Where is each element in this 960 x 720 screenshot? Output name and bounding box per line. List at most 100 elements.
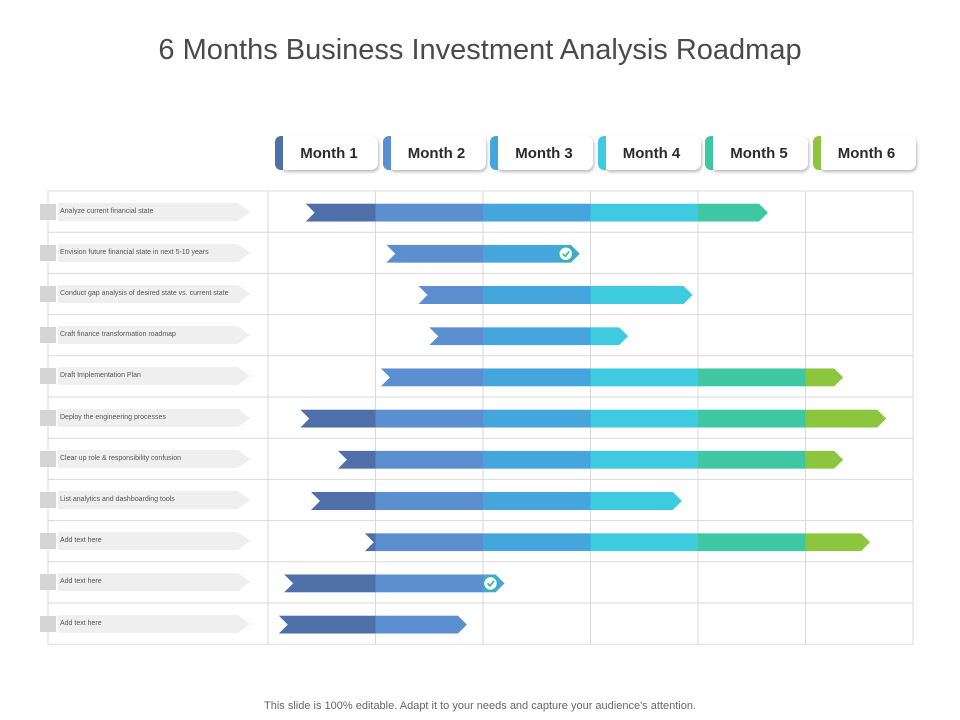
task-bar-segment [386, 244, 483, 263]
task-bar-1 [305, 203, 768, 222]
task-bar-segment [483, 450, 591, 469]
task-bar-segment [590, 286, 693, 304]
task-marker-square [40, 574, 56, 591]
task-bar-segment [337, 450, 376, 469]
task-marker-square [40, 409, 56, 426]
task-bar-segment [590, 492, 682, 510]
task-label-text: Clear up role & responsibility confusion [58, 449, 238, 468]
task-marker-square [40, 450, 56, 467]
task-bar-segment [278, 615, 376, 634]
task-row-label-3: Conduct gap analysis of desired state vs… [40, 284, 260, 304]
task-marker-square [40, 615, 56, 632]
task-bar-segment [311, 492, 376, 510]
task-row-label-4: Craft finance transformation roadmap [40, 325, 260, 345]
task-bar-segment [698, 368, 806, 387]
task-marker-square [40, 286, 56, 302]
month-tab-2: Month 2 [382, 136, 486, 170]
task-bar-segment [375, 533, 483, 552]
task-bar-segment [375, 409, 483, 428]
task-label-text: Analyze current financial state [58, 202, 238, 221]
task-bar-segment [590, 409, 698, 428]
task-bar-8 [311, 492, 682, 510]
task-label-text: Craft finance transformation roadmap [58, 326, 238, 345]
task-label-text: List analytics and dashboarding tools [58, 491, 238, 509]
milestone-check-icon [558, 246, 574, 262]
task-marker-square [40, 327, 56, 344]
task-bar-10 [284, 574, 505, 593]
task-bar-segment [805, 409, 887, 428]
task-marker-square [40, 492, 56, 508]
task-label-arrow [238, 532, 250, 551]
task-bar-segment [805, 450, 844, 469]
task-bar-segment [483, 286, 591, 304]
task-marker-square [40, 368, 56, 385]
task-label-text: Deploy the engineering processes [58, 408, 238, 427]
task-bar-segment [418, 286, 483, 304]
task-bar-segment [305, 203, 376, 222]
task-bar-segment [375, 450, 483, 469]
task-row-label-5: Draft Implementation Plan [40, 366, 260, 386]
task-bar-segment [483, 203, 591, 222]
task-row-label-6: Deploy the engineering processes [40, 408, 260, 428]
task-bar-9 [364, 533, 870, 552]
task-bar-segment [483, 533, 591, 552]
task-label-text: Envision future financial state in next … [58, 243, 238, 262]
task-bar-segment [375, 574, 483, 593]
task-label-arrow [238, 367, 250, 386]
task-bar-segment [805, 533, 870, 552]
task-bar-segment [483, 409, 591, 428]
month-tab-3: Month 3 [490, 136, 593, 170]
task-bar-segment [375, 203, 483, 222]
task-row-label-2: Envision future financial state in next … [40, 243, 260, 263]
task-bar-segment [375, 492, 483, 510]
task-row-label-7: Clear up role & responsibility confusion [40, 449, 260, 469]
task-bar-segment [590, 203, 698, 222]
month-tab-4: Month 4 [597, 136, 701, 170]
task-bar-2 [386, 244, 580, 263]
task-bar-segment [364, 533, 376, 552]
month-tab-6: Month 6 [812, 136, 916, 170]
task-row-label-8: List analytics and dashboarding tools [40, 490, 260, 510]
task-bar-segment [483, 327, 591, 346]
task-bar-segment [590, 533, 698, 552]
task-bar-segment [483, 492, 591, 510]
task-bar-4 [429, 327, 629, 346]
month-tab-5: Month 5 [705, 136, 808, 170]
task-bar-segment [590, 450, 698, 469]
task-bar-5 [380, 368, 844, 387]
task-bar-3 [418, 286, 693, 304]
task-label-arrow [238, 449, 250, 468]
task-label-arrow [238, 202, 250, 221]
task-label-arrow [238, 243, 250, 262]
task-bar-segment [380, 368, 483, 387]
task-row-label-11: Add text here [40, 614, 260, 634]
task-bar-6 [300, 409, 887, 428]
task-bar-segment [698, 409, 806, 428]
task-label-arrow [238, 491, 250, 509]
task-label-arrow [238, 285, 250, 303]
milestone-check-icon [482, 575, 499, 592]
task-marker-square [40, 244, 56, 261]
task-bar-segment [590, 368, 698, 387]
task-bar-segment [698, 533, 806, 552]
task-row-label-10: Add text here [40, 572, 260, 592]
task-bar-7 [337, 450, 844, 469]
task-bar-segment [284, 574, 376, 593]
task-label-arrow [238, 326, 250, 345]
task-row-label-1: Analyze current financial state [40, 202, 260, 222]
task-marker-square [40, 203, 56, 220]
task-bar-segment [698, 203, 768, 222]
task-bar-segment [483, 244, 580, 263]
task-bar-segment [590, 327, 629, 346]
task-label-text: Add text here [58, 614, 238, 633]
task-label-arrow [238, 408, 250, 427]
task-marker-square [40, 533, 56, 550]
task-bar-segment [429, 327, 483, 346]
footer-note: This slide is 100% editable. Adapt it to… [264, 700, 696, 712]
task-label-text: Conduct gap analysis of desired state vs… [58, 285, 238, 303]
task-label-text: Draft Implementation Plan [58, 367, 238, 386]
task-label-arrow [238, 573, 250, 592]
month-tab-1: Month 1 [275, 136, 378, 170]
task-label-text: Add text here [58, 573, 238, 592]
